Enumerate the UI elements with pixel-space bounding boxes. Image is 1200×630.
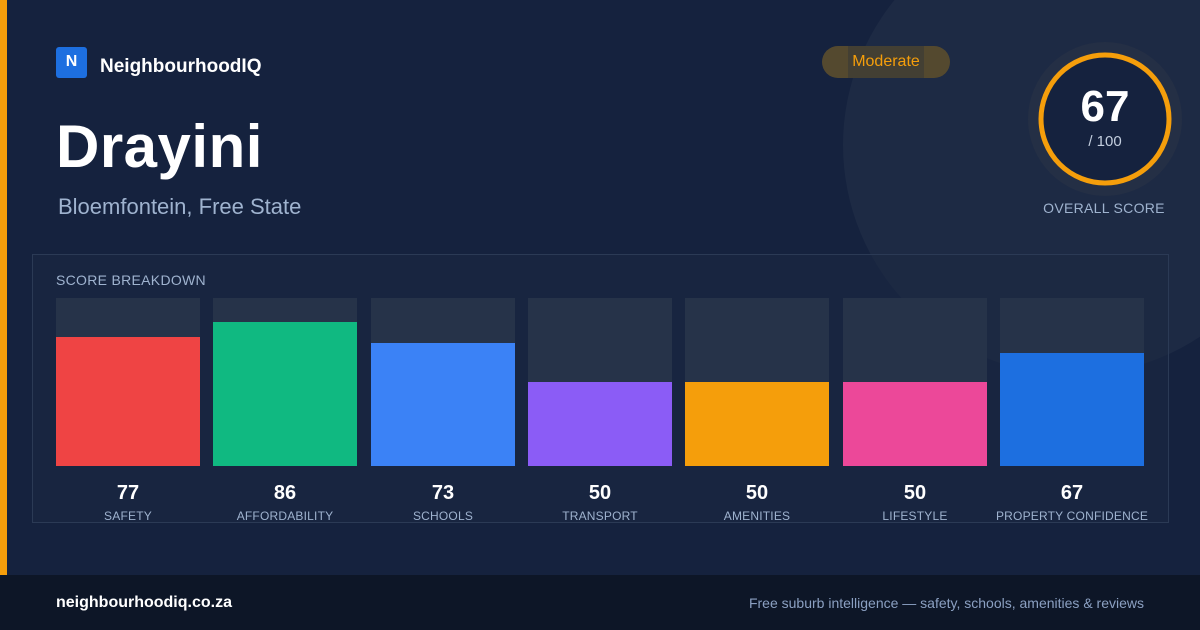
score-bar-schools: 73 SCHOOLS bbox=[371, 298, 515, 523]
suburb-name: Drayini bbox=[56, 113, 263, 180]
overall-score-caption: OVERALL SCORE bbox=[1043, 200, 1165, 216]
footer: neighbourhoodiq.co.za Free suburb intell… bbox=[0, 575, 1200, 630]
score-ring-inner bbox=[1041, 55, 1169, 183]
score-bar-track bbox=[371, 298, 515, 466]
score-bar-track bbox=[685, 298, 829, 466]
score-bar-label: LIFESTYLE bbox=[882, 509, 948, 523]
score-bar-lifestyle: 50 LIFESTYLE bbox=[843, 298, 987, 523]
score-bar-label: AFFORDABILITY bbox=[236, 509, 334, 523]
score-bar-label: SCHOOLS bbox=[412, 509, 474, 523]
brand: N NeighbourhoodIQ bbox=[56, 46, 261, 78]
score-bar-label: TRANSPORT bbox=[562, 509, 638, 523]
score-bar-value: 50 bbox=[745, 482, 769, 504]
score-bar-track bbox=[528, 298, 672, 466]
score-bar-label: PROPERTY CONFIDENCE bbox=[995, 509, 1149, 523]
score-bar-fill bbox=[528, 382, 672, 466]
score-bar-fill bbox=[843, 382, 987, 466]
score-bar-transport: 50 TRANSPORT bbox=[528, 298, 672, 523]
score-bar-fill bbox=[56, 337, 200, 466]
rating-badge: Moderate bbox=[822, 46, 950, 78]
score-breakdown-title: SCORE BREAKDOWN bbox=[56, 272, 206, 288]
score-bar-value: 86 bbox=[273, 482, 297, 504]
score-bar-track bbox=[843, 298, 987, 466]
score-bar-track bbox=[213, 298, 357, 466]
score-bar-label: SAFETY bbox=[104, 509, 152, 523]
score-bar-amenities: 50 AMENITIES bbox=[685, 298, 829, 523]
brand-logo-icon: N bbox=[56, 46, 87, 78]
footer-domain: neighbourhoodiq.co.za bbox=[56, 594, 232, 611]
brand-name: NeighbourhoodIQ bbox=[100, 56, 262, 77]
score-bar-fill bbox=[371, 343, 515, 466]
footer-tagline: Free suburb intelligence — safety, schoo… bbox=[748, 595, 1144, 611]
suburb-location: Bloemfontein, Free State bbox=[58, 194, 302, 219]
score-bar-track bbox=[56, 298, 200, 466]
score-bar-fill bbox=[213, 322, 357, 466]
score-bar-property-confidence: 67 PROPERTY CONFIDENCE bbox=[996, 298, 1148, 523]
accent-bar bbox=[0, 0, 7, 575]
score-ring-graphic bbox=[1028, 42, 1182, 196]
score-bar-value: 73 bbox=[431, 482, 455, 504]
score-bar-fill bbox=[1000, 353, 1144, 466]
share-card: N NeighbourhoodIQ Drayini Bloemfontein, … bbox=[0, 0, 1182, 575]
rating-badge-label: Moderate bbox=[852, 53, 920, 70]
score-bar-fill bbox=[685, 382, 829, 466]
score-bar-affordability: 86 AFFORDABILITY bbox=[213, 298, 357, 523]
score-bar-label: AMENITIES bbox=[723, 509, 791, 523]
score-ring-arc bbox=[1038, 52, 1172, 186]
overall-score-max: / 100 bbox=[1088, 133, 1122, 150]
score-bar-track bbox=[1000, 298, 1144, 466]
score-bar-value: 50 bbox=[903, 482, 927, 504]
score-bar-value: 77 bbox=[116, 482, 140, 504]
score-bar-value: 50 bbox=[588, 482, 612, 504]
overall-score-ring: 67 / 100 bbox=[1028, 42, 1182, 196]
score-bar-safety: 77 SAFETY bbox=[56, 298, 200, 523]
score-bar-value: 67 bbox=[1060, 482, 1084, 504]
overall-score-value: 67 bbox=[1080, 82, 1130, 131]
